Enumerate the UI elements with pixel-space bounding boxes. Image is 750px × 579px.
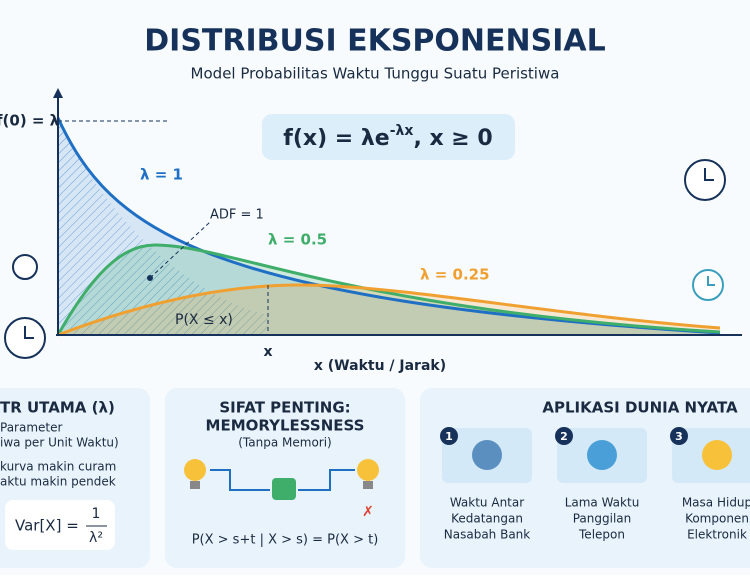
number: 1 xyxy=(445,430,453,443)
f0-label: f(0) = λ xyxy=(0,112,60,130)
app-label: Nasabah Bank xyxy=(444,528,531,542)
panel-title: APLIKASI DUNIA NYATA xyxy=(542,399,738,417)
adf-label: ADF = 1 xyxy=(210,208,264,223)
panel-title: SIFAT PENTING: xyxy=(219,399,350,417)
panel-title: MEMORYLESSNESS xyxy=(206,417,365,435)
app-label: Waktu Antar xyxy=(450,496,524,510)
panel-formula: P(X > s+t | X > s) = P(X > t) xyxy=(192,533,379,548)
app-icon xyxy=(702,440,732,470)
curve xyxy=(56,117,721,335)
panel-text: aktu makin pendek xyxy=(0,475,116,489)
curve xyxy=(56,243,721,336)
number-badge xyxy=(555,427,573,445)
app-label: Elektronik xyxy=(687,528,747,542)
var-left: Var[X] = xyxy=(15,517,79,535)
cdf-area xyxy=(58,118,268,335)
x-axis-label: x (Waktu / Jarak) xyxy=(314,358,446,374)
var-numerator: 1 xyxy=(92,506,101,522)
svg-text:✗: ✗ xyxy=(362,504,374,520)
app-label: Telepon xyxy=(578,528,625,542)
panel-subtitle: (Tanpa Memori) xyxy=(238,436,332,450)
app-label: Kedatangan xyxy=(451,512,523,526)
area-fill xyxy=(58,245,720,335)
formula-box xyxy=(262,114,515,160)
panel-text: kurva makin curam xyxy=(0,460,116,474)
area-fill xyxy=(58,118,720,335)
panel-title: TR UTAMA (λ) xyxy=(0,399,115,417)
app-label: Komponen xyxy=(685,512,749,526)
formula-main: f(x) = λe xyxy=(283,126,389,151)
curve-label: λ = 1 xyxy=(140,166,183,184)
memoryless-diagram: ✗ xyxy=(184,459,379,520)
app-label: Lama Waktu xyxy=(565,496,640,510)
clock-icons xyxy=(4,159,726,359)
curve xyxy=(57,283,721,337)
number: 3 xyxy=(675,430,683,443)
area-fill xyxy=(58,285,720,335)
curve-label: λ = 0.5 xyxy=(268,231,327,249)
dot xyxy=(147,275,153,281)
curve-label: λ = 0.25 xyxy=(420,266,490,284)
formula-condition: , x ≥ 0 xyxy=(413,126,492,151)
app-icon xyxy=(587,440,617,470)
title: DISTRIBUSI EKSPONENSIAL xyxy=(144,24,605,59)
formula: f(x) = λe-λx, x ≥ 0 xyxy=(283,123,492,151)
formula-exponent: -λx xyxy=(390,123,414,139)
number-badge xyxy=(440,427,458,445)
var-denominator: λ² xyxy=(89,530,103,546)
x-marker: x xyxy=(263,344,272,360)
panel-text: iwa per Unit Waktu) xyxy=(0,436,119,450)
arrow xyxy=(53,88,63,98)
number: 2 xyxy=(560,430,568,443)
subtitle: Model Probabilitas Waktu Tunggu Suatu Pe… xyxy=(191,65,560,83)
area-label: P(X ≤ x) xyxy=(175,312,233,328)
app-label: Panggilan xyxy=(573,512,632,526)
app-label: Masa Hidup xyxy=(682,496,750,510)
panel-text: Parameter xyxy=(0,421,62,435)
number-badge xyxy=(670,427,688,445)
app-icon xyxy=(472,440,502,470)
formula-box xyxy=(5,500,115,550)
